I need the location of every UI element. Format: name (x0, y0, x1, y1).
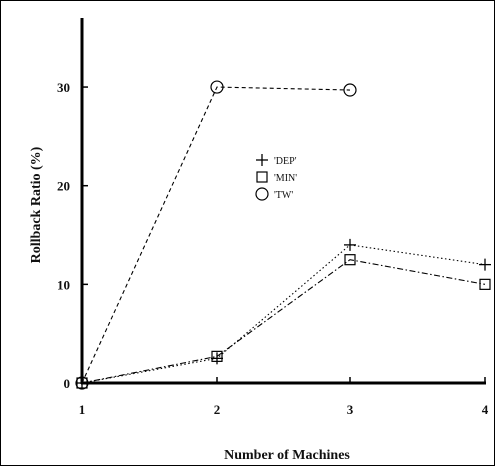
series-line (81, 86, 351, 384)
legend-label: 'DEP' (274, 156, 297, 167)
y-tick-label: 10 (57, 277, 70, 292)
data-point (211, 352, 223, 365)
series-line (81, 259, 486, 384)
axes (80, 18, 486, 385)
legend-item: 'TW' (255, 187, 293, 201)
legend-marker (255, 187, 269, 201)
x-tick-label: 2 (214, 402, 221, 417)
legend-item: 'MIN' (256, 171, 297, 184)
legend-marker (256, 154, 268, 166)
data-point (479, 258, 491, 271)
data-point (479, 278, 491, 290)
series-line (81, 244, 486, 384)
series-2 (75, 80, 357, 390)
legend-item: 'DEP' (256, 154, 297, 167)
data-point (344, 238, 356, 251)
series-0 (76, 238, 491, 389)
data-point (211, 350, 223, 362)
legend-marker (256, 171, 268, 183)
y-tick-label: 20 (57, 179, 70, 194)
y-tick-label: 0 (64, 376, 71, 391)
legend-label: 'MIN' (274, 173, 297, 184)
ticks: 0 10 20 30 1 2 3 4 (57, 80, 489, 417)
legend: 'DEP' 'MIN' 'TW' (255, 154, 297, 201)
x-tick-label: 1 (79, 402, 86, 417)
series-1 (76, 254, 491, 389)
data-point (75, 376, 89, 390)
series-layer (75, 80, 491, 390)
y-axis-label: Rollback Ratio (%) (29, 146, 44, 263)
data-point (210, 80, 224, 94)
x-tick-label: 3 (347, 402, 354, 417)
legend-label: 'TW' (274, 190, 293, 201)
y-tick-label: 30 (57, 80, 70, 95)
x-tick-label: 4 (482, 402, 489, 417)
data-point (343, 83, 357, 97)
x-axis-label: Number of Machines (224, 448, 350, 463)
data-point (344, 254, 356, 266)
data-point (76, 377, 88, 389)
